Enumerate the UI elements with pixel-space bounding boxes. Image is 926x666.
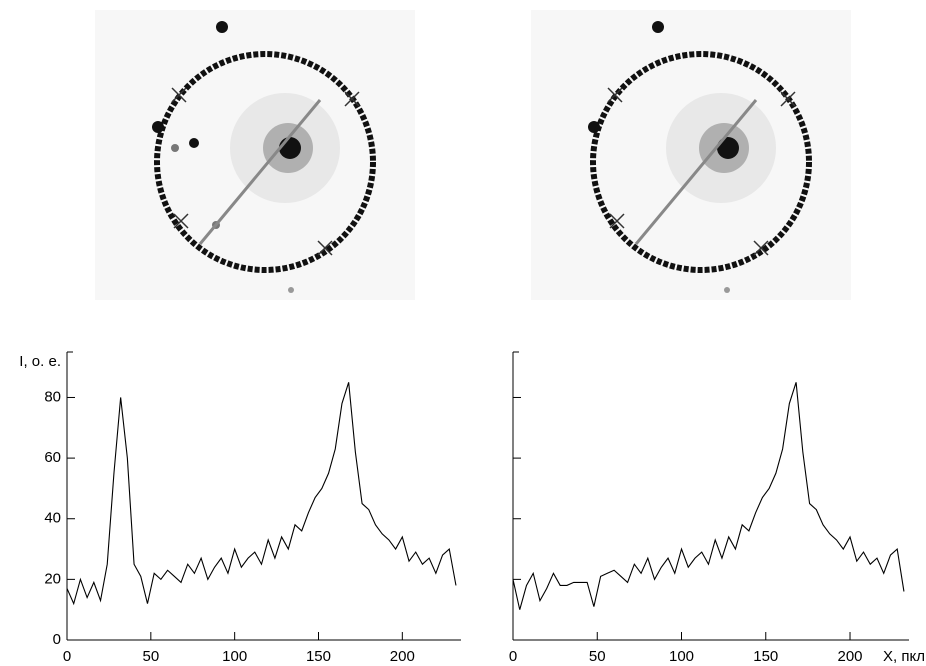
x-tick-label: 200	[838, 648, 863, 665]
x-tick-label: 50	[589, 648, 606, 665]
image-left	[95, 10, 415, 300]
image-right	[531, 10, 851, 300]
data-line	[512, 382, 905, 610]
x-tick-label: 50	[142, 648, 159, 665]
y-tick-label: 0	[53, 631, 61, 648]
x-tick-label: 150	[306, 648, 331, 665]
y-axis-label: I, о. е.	[19, 353, 61, 370]
y-tick-label: 80	[44, 388, 61, 405]
y-tick-label: 20	[44, 570, 61, 587]
x-tick-label: 0	[63, 648, 71, 665]
x-tick-label: 0	[509, 648, 517, 665]
y-tick-label: 40	[44, 510, 61, 527]
x-axis-label: X, пкл	[883, 648, 925, 665]
x-tick-label: 100	[222, 648, 247, 665]
x-tick-label: 100	[669, 648, 694, 665]
y-tick-label: 60	[44, 449, 61, 466]
data-line	[66, 382, 457, 606]
x-tick-label: 150	[753, 648, 778, 665]
x-tick-label: 200	[390, 648, 415, 665]
